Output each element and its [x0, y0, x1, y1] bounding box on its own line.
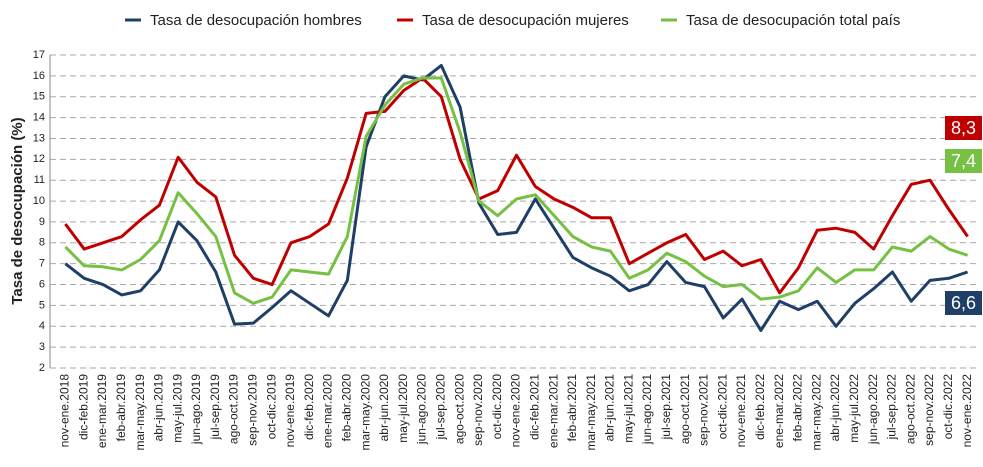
x-tick-label: feb-abr.2022 — [791, 374, 805, 442]
x-tick-label: mar-may.2020 — [358, 374, 372, 451]
x-tick-label: ago-oct.2019 — [227, 374, 241, 444]
x-tick-label: oct-dic.2021 — [715, 374, 729, 440]
x-tick-label: abr-jun.2019 — [152, 374, 166, 442]
y-tick-label: 9 — [39, 216, 45, 228]
y-tick-label: 16 — [33, 70, 45, 82]
y-tick-label: 10 — [33, 195, 45, 207]
value-label-box — [945, 291, 982, 315]
x-tick-label: dic-feb.2019 — [76, 374, 90, 440]
x-tick-label: mar-may.2019 — [133, 374, 147, 451]
x-tick-label: jul-sep.2021 — [659, 374, 673, 441]
x-tick-label: dic-feb.2021 — [527, 374, 541, 440]
x-tick-label: sep-nov.2022 — [922, 374, 936, 446]
value-label-box — [945, 116, 982, 140]
y-tick-label: 11 — [34, 174, 45, 186]
x-tick-label: jun-ago.2019 — [189, 374, 203, 445]
x-tick-label: oct-dic.2019 — [264, 374, 278, 440]
x-tick-label: nov-ene.2022 — [960, 374, 974, 448]
x-tick-label: jul-sep.2022 — [885, 374, 899, 441]
x-tick-label: nov-ene.2018 — [58, 374, 72, 448]
x-tick-label: jul-sep.2019 — [208, 374, 222, 441]
x-tick-label: jun-ago.2021 — [640, 374, 654, 445]
x-tick-label: nov-ene.2019 — [283, 374, 297, 448]
x-tick-label: feb-abr.2019 — [114, 374, 128, 442]
x-tick-label: oct-dic.2020 — [490, 374, 504, 440]
x-tick-label: ene-mar.2021 — [546, 374, 560, 448]
legend-label: Tasa de desocupación hombres — [150, 12, 362, 29]
x-tick-label: ene-mar.2022 — [772, 374, 786, 448]
x-tick-label: may-jul.2021 — [621, 374, 635, 443]
series-line — [64, 76, 969, 305]
value-label: 6,6 — [951, 293, 976, 313]
series-line — [64, 63, 969, 332]
series-line — [64, 76, 969, 295]
x-tick-label: abr-jun.2020 — [377, 374, 391, 442]
x-tick-label: jul-sep.2020 — [433, 374, 447, 441]
value-label: 8,3 — [951, 118, 976, 138]
legend-label: Tasa de desocupación mujeres — [422, 12, 629, 29]
x-tick-label: nov-ene.2021 — [734, 374, 748, 448]
x-tick-label: abr-jun.2021 — [603, 374, 617, 442]
y-tick-label: 7 — [39, 258, 45, 270]
y-tick-label: 13 — [33, 132, 45, 144]
x-tick-label: sep-nov.2020 — [471, 374, 485, 446]
x-tick-label: may-jul.2020 — [396, 374, 410, 443]
x-tick-label: abr-jun.2022 — [828, 374, 842, 442]
x-tick-label: jun-ago.2020 — [415, 374, 429, 445]
x-tick-label: may-jul.2022 — [847, 374, 861, 443]
x-tick-label: ago-oct.2020 — [452, 374, 466, 444]
y-tick-label: 3 — [39, 341, 45, 353]
x-tick-label: sep-nov.2019 — [246, 374, 260, 446]
x-tick-label: jun-ago.2022 — [866, 374, 880, 445]
x-tick-label: may-jul.2019 — [170, 374, 184, 443]
y-tick-label: 12 — [33, 153, 45, 165]
x-tick-label: dic-feb.2022 — [753, 374, 767, 440]
y-tick-label: 4 — [39, 320, 45, 332]
legend-label: Tasa de desocupación total país — [686, 12, 900, 29]
y-tick-label: 8 — [39, 237, 45, 249]
x-tick-label: mar-may.2021 — [584, 374, 598, 451]
y-tick-label: 6 — [39, 278, 45, 290]
y-tick-label: 14 — [33, 112, 45, 124]
x-tick-label: nov-ene.2020 — [509, 374, 523, 448]
value-label-box — [945, 149, 982, 173]
x-tick-label: sep-nov.2021 — [697, 374, 711, 446]
x-tick-label: ene-mar.2020 — [321, 374, 335, 448]
x-tick-label: feb-abr.2020 — [340, 374, 354, 442]
y-tick-label: 17 — [33, 49, 45, 61]
x-tick-label: ago-oct.2021 — [678, 374, 692, 444]
x-tick-label: dic-feb.2020 — [302, 374, 316, 440]
x-tick-label: feb-abr.2021 — [565, 374, 579, 442]
y-tick-label: 5 — [39, 299, 45, 311]
x-tick-label: ene-mar.2019 — [95, 374, 109, 448]
x-tick-label: mar-may.2022 — [809, 374, 823, 451]
y-tick-label: 2 — [39, 362, 45, 374]
x-tick-label: oct-dic.2022 — [941, 374, 955, 440]
y-axis-label: Tasa de desocupación (%) — [9, 117, 26, 304]
y-tick-label: 15 — [33, 91, 45, 103]
value-label: 7,4 — [951, 151, 976, 171]
x-tick-label: ago-oct.2022 — [903, 374, 917, 444]
